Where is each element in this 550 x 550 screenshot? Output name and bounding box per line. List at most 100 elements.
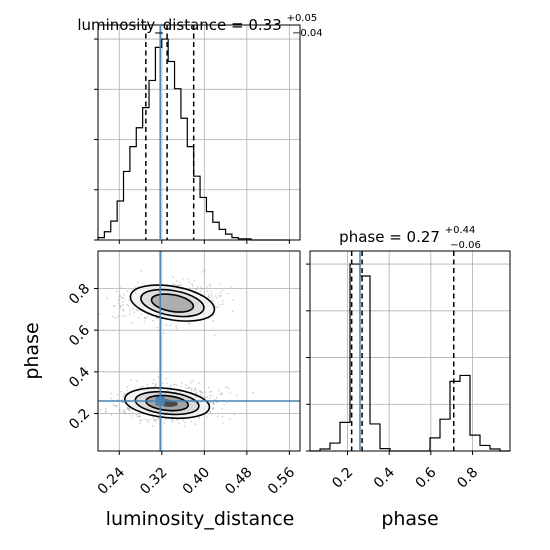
scatter-point: [193, 388, 196, 391]
scatter-point: [206, 290, 209, 293]
scatter-point: [206, 286, 208, 288]
hist2-title: phase = 0.27 +0.44 −0.06: [339, 219, 481, 251]
scatter-point: [155, 384, 157, 387]
scatter-point: [114, 317, 117, 320]
scatter-point: [123, 393, 126, 396]
scatter-point: [131, 321, 133, 324]
scatter-point: [126, 408, 128, 410]
scatter-point: [222, 303, 224, 306]
scatter-point: [147, 421, 149, 423]
density-level: [151, 294, 194, 313]
scatter-point: [177, 281, 180, 284]
scatter-point: [190, 387, 193, 390]
scatter-point: [152, 425, 154, 428]
scatter-point: [200, 286, 202, 288]
scatter-point: [210, 290, 213, 293]
x-tick-label: 0.4: [371, 464, 398, 491]
scatter-point: [204, 396, 207, 399]
scatter-point: [175, 280, 178, 282]
scatter-point: [116, 393, 119, 396]
scatter-point: [228, 418, 231, 421]
scatter-point: [226, 292, 229, 295]
scatter-point: [140, 419, 143, 422]
scatter-point: [207, 296, 210, 299]
scatter-point: [140, 313, 143, 316]
scatter-point: [169, 324, 172, 327]
hist1-step-line: [97, 38, 290, 241]
scatter-point: [221, 422, 224, 424]
scatter-point: [157, 376, 160, 378]
scatter-point: [109, 397, 112, 400]
contour-ylabel: phase: [21, 322, 43, 379]
scatter-point: [184, 387, 187, 389]
scatter-point: [123, 401, 125, 404]
scatter-point: [213, 334, 216, 336]
scatter-point: [116, 405, 118, 407]
scatter-point: [110, 392, 113, 395]
scatter-point: [156, 418, 159, 420]
scatter-point: [127, 304, 130, 307]
scatter-point: [123, 410, 126, 413]
scatter-point: [146, 315, 149, 318]
scatter-point: [166, 382, 168, 385]
scatter-point: [219, 291, 222, 294]
contour-y-ticks: 0.2 0.4 0.6 0.8: [66, 281, 98, 433]
scatter-point: [211, 296, 214, 299]
scatter-point: [135, 413, 138, 416]
scatter-point: [133, 311, 136, 314]
scatter-point: [116, 299, 119, 302]
y-tick-label: 0.4: [66, 364, 93, 391]
y-tick-label: 0.8: [66, 281, 93, 308]
scatter-point: [105, 411, 108, 413]
scatter-point: [164, 418, 167, 421]
scatter-point: [119, 305, 122, 307]
scatter-point: [120, 307, 123, 309]
x-tick-label: 0.24: [95, 464, 128, 497]
scatter-point: [123, 393, 126, 396]
scatter-point: [98, 313, 100, 316]
scatter-point: [155, 317, 158, 320]
scatter-point: [171, 419, 173, 422]
scatter-point: [154, 383, 157, 385]
hist2-step-line: [310, 263, 510, 452]
scatter-point: [106, 297, 108, 300]
scatter-point: [219, 303, 222, 306]
scatter-point: [208, 293, 211, 295]
scatter-point: [177, 284, 180, 287]
scatter-point: [115, 290, 118, 293]
scatter-point: [198, 390, 201, 393]
scatter-point: [211, 294, 213, 297]
scatter-point: [215, 306, 218, 309]
contour-x-ticks: 0.24 0.32 0.40 0.48 0.56: [95, 451, 298, 498]
scatter-point: [113, 305, 116, 308]
scatter-point: [122, 303, 125, 306]
scatter-point: [187, 322, 190, 325]
scatter-point: [191, 283, 193, 285]
scatter-point: [188, 386, 191, 389]
contour-line: [150, 293, 195, 313]
scatter-point: [195, 389, 198, 392]
scatter-point: [138, 415, 141, 418]
scatter-point: [118, 409, 121, 412]
hist1-title-sub: −0.04: [292, 28, 323, 39]
scatter-point: [173, 383, 175, 386]
scatter-point: [187, 386, 190, 389]
scatter-point: [135, 308, 138, 311]
scatter-point: [190, 389, 192, 392]
scatter-point: [113, 304, 115, 307]
hist1-title-main: luminosity_distance = 0.33: [77, 16, 281, 35]
scatter-point: [229, 391, 232, 394]
scatter-point: [219, 295, 221, 298]
scatter-point: [191, 380, 194, 383]
scatter-point: [126, 385, 129, 388]
hist1-quantiles: [145, 25, 195, 240]
hist2-quantiles: [350, 251, 455, 451]
scatter-point: [127, 299, 130, 301]
scatter-point: [155, 419, 158, 421]
scatter-point: [138, 413, 141, 416]
scatter-point: [179, 385, 182, 388]
contour-grid: [98, 251, 300, 451]
scatter-point: [228, 387, 230, 390]
scatter-point: [220, 392, 223, 395]
